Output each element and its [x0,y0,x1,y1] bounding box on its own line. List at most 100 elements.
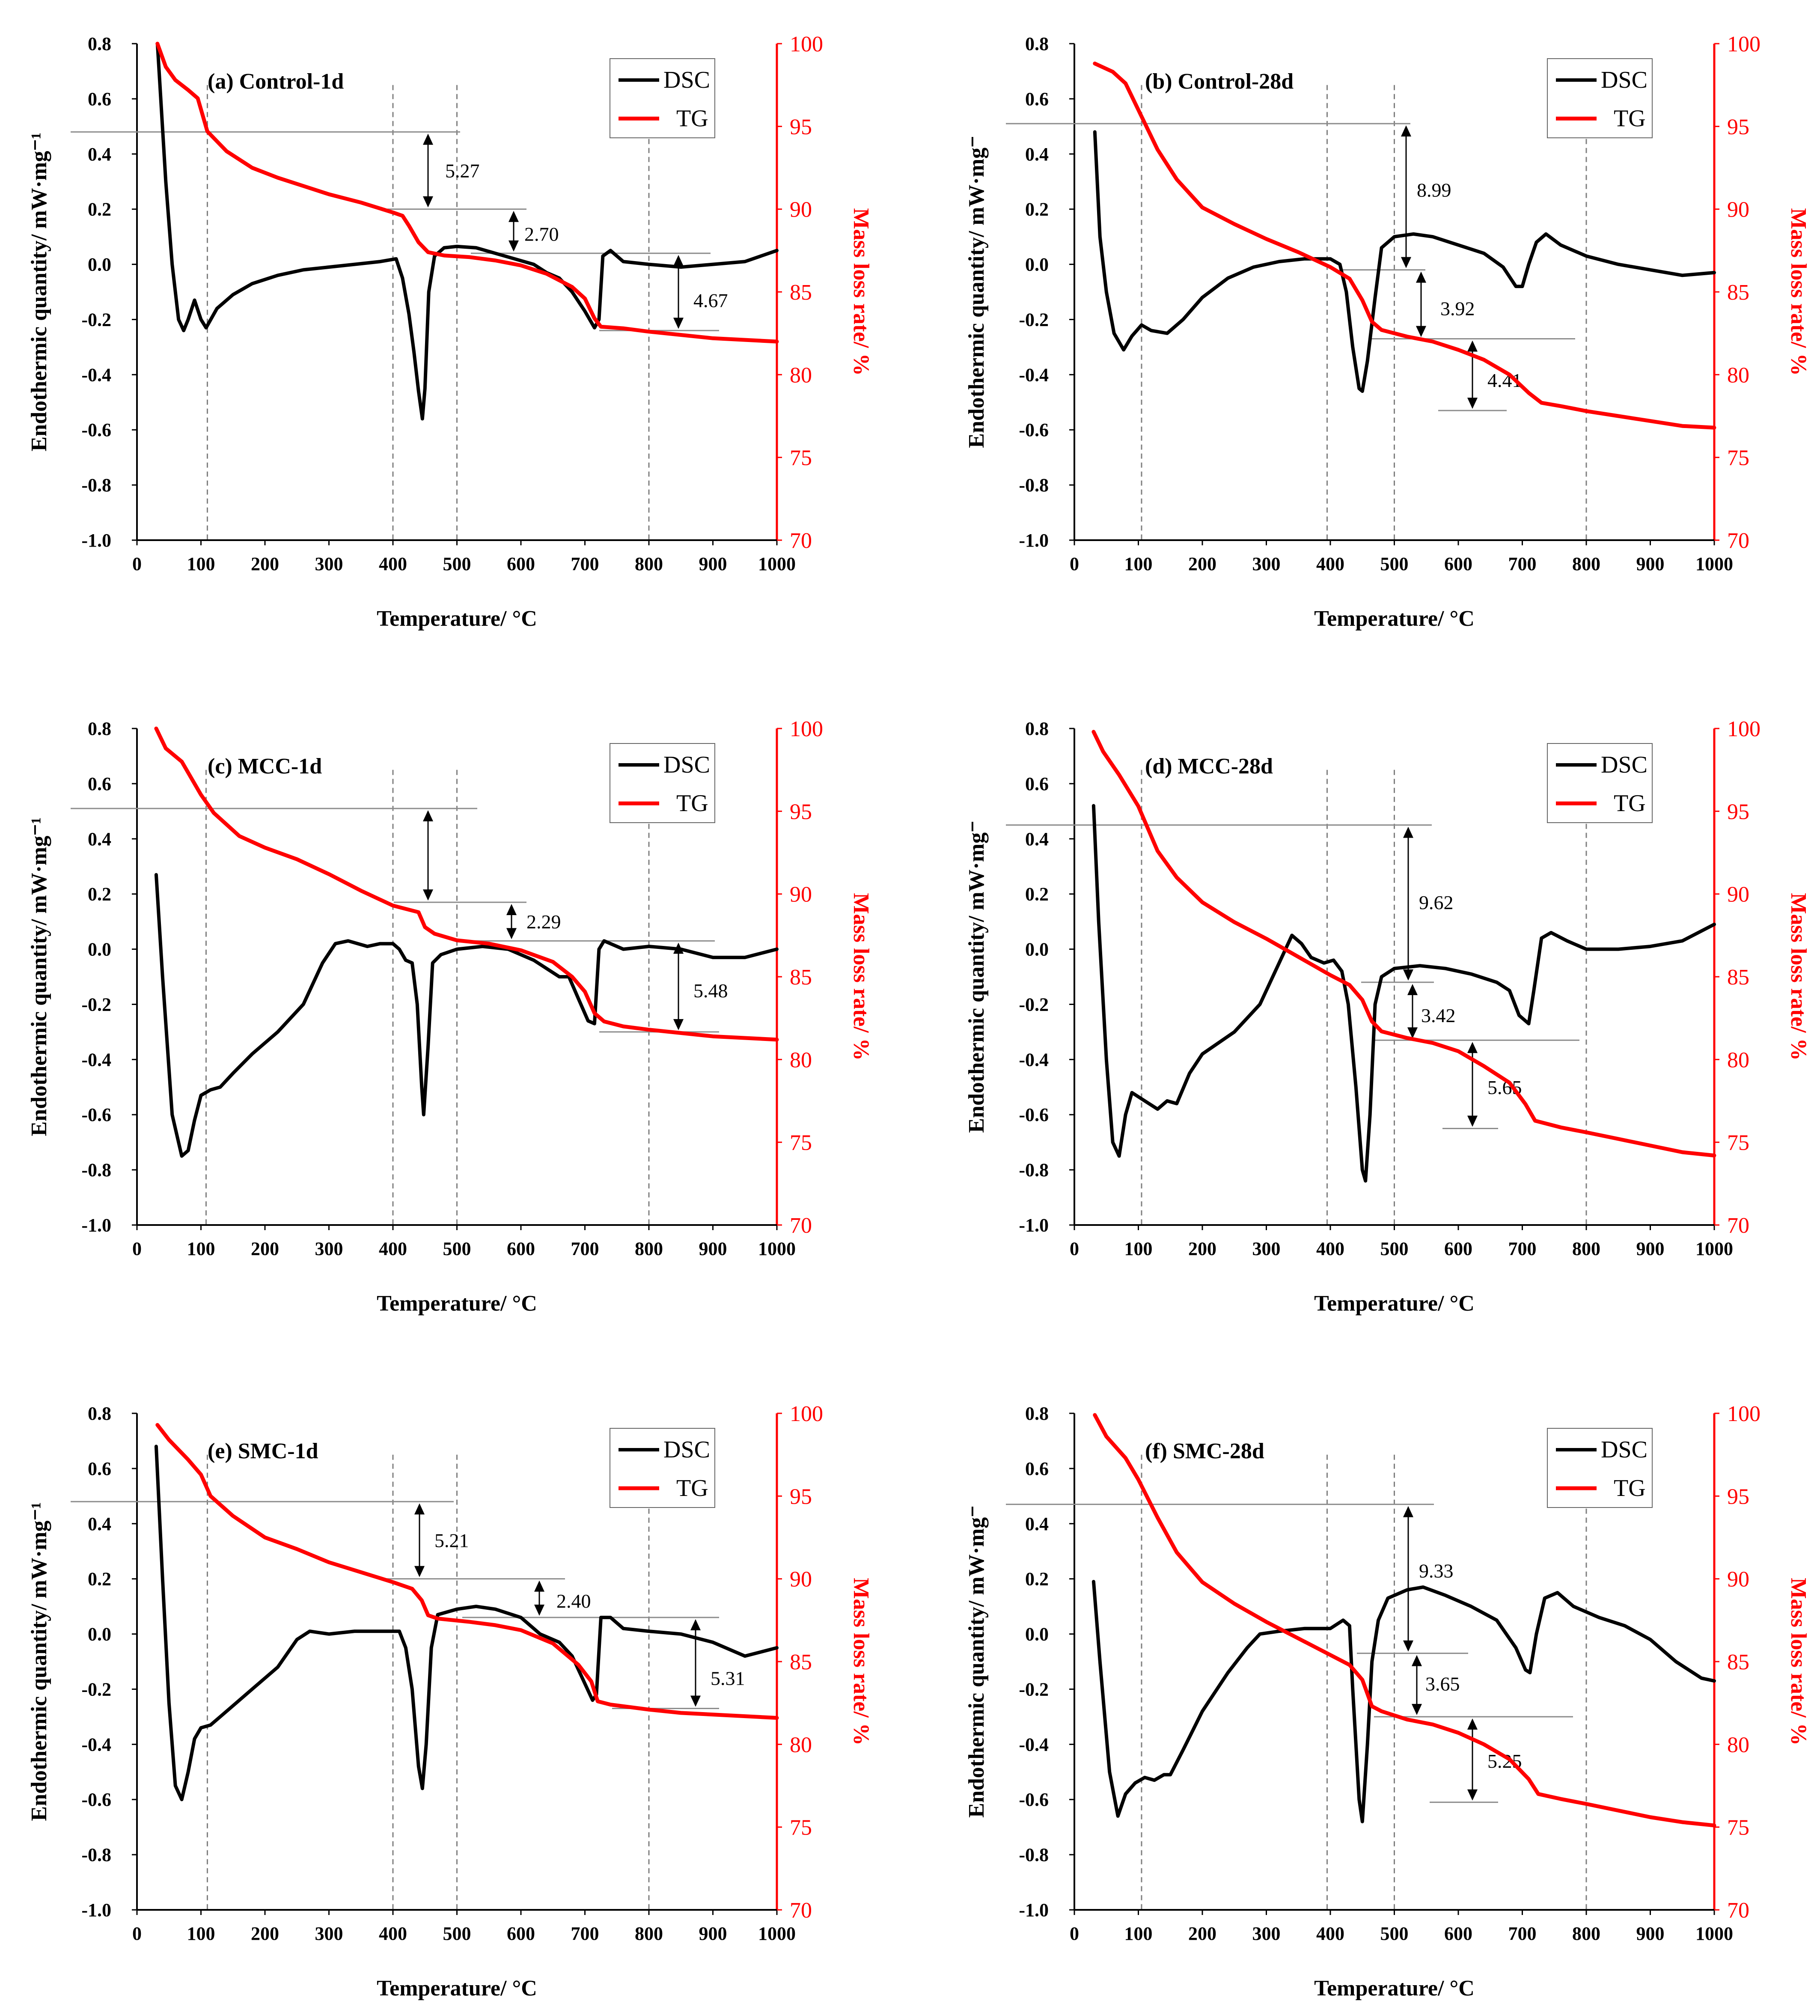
x-tick-label: 800 [635,1238,663,1259]
x-tick-label: 800 [635,1923,663,1944]
arrow-head-up [423,810,433,821]
arrow-head-down [506,928,517,940]
legend-dsc-label: DSC [1601,1436,1648,1463]
dsc-series-line [155,42,779,421]
mass-loss-value-label: 2.70 [524,223,559,245]
mass-loss-value-label: 9.62 [1419,892,1454,913]
y-tick-label: -1.0 [81,1215,111,1236]
x-tick-label: 600 [507,1923,535,1944]
y-tick-label: 0.8 [88,718,111,739]
y2-axis-title: Mass loss rate/ % [1786,208,1811,375]
panel-title: (c) MCC-1d [208,754,322,779]
y2-axis-title: Mass loss rate/ % [849,893,873,1060]
y2-tick-label: 95 [1727,800,1749,824]
y2-tick-label: 85 [1727,965,1749,990]
x-tick-label: 600 [1444,1238,1472,1259]
x-tick-label: 100 [187,553,215,574]
arrow-head-down [423,196,433,208]
y-tick-label: 0.4 [88,829,111,850]
mass-loss-value-label: 5.48 [693,980,728,1002]
arrow-head-up [673,255,684,266]
chart-panel: 0 100 200 300 400 500 600 700 800 900 1000 -1.0 -0.8… [964,1402,1811,2001]
y-tick-label: 0.6 [88,773,111,794]
x-tick-label: 800 [635,553,663,574]
x-tick-label: 100 [1124,553,1153,574]
chart-panel: 0 100 200 300 400 500 600 700 800 900 1000 -1.0 -0.8… [964,717,1811,1316]
x-tick-label: 700 [571,553,599,574]
x-tick-label: 0 [1070,553,1079,574]
y2-tick-label: 85 [790,1650,812,1674]
x-tick-label: 200 [1188,553,1216,574]
legend-dsc-label: DSC [663,67,710,93]
y-tick-label: -1.0 [81,530,111,551]
x-tick-label: 600 [1444,1923,1472,1944]
y2-tick-label: 75 [1727,1131,1749,1155]
legend-tg-label: TG [1614,790,1646,817]
x-tick-label: 1000 [1695,1238,1733,1259]
arrow-head-down [1412,1704,1422,1715]
y2-tick-label: 90 [1727,198,1749,222]
y2-tick-label: 80 [790,1048,812,1072]
x-tick-label: 200 [251,1923,279,1944]
y-tick-label: 0.2 [88,884,111,905]
x-tick-label: 500 [1380,1238,1409,1259]
y-tick-label: 0.0 [1025,1624,1049,1645]
x-axis-title: Temperature/ °C [377,1976,537,2001]
y-tick-label: 0.6 [88,1458,111,1479]
arrow-head-up [1403,827,1413,838]
x-axis-title: Temperature/ °C [1314,1976,1475,2001]
tg-series-line [1091,730,1716,1158]
x-tick-label: 100 [187,1238,215,1259]
x-tick-label: 900 [699,1923,727,1944]
x-tick-label: 200 [1188,1923,1216,1944]
y-tick-label: 0.0 [88,1624,111,1645]
x-tick-label: 100 [1124,1923,1153,1944]
y2-tick-label: 70 [790,529,812,553]
legend-tg-label: TG [676,1475,708,1502]
chart-panel: 0 100 200 300 400 500 600 700 800 900 1000 -1.0 -0.8… [27,717,873,1316]
y2-tick-label: 75 [790,1816,812,1840]
y-tick-label: -0.2 [81,1679,111,1700]
arrow-head-down [1467,398,1478,409]
arrow-head-up [1467,340,1478,352]
x-tick-label: 0 [132,1923,142,1944]
y2-tick-label: 90 [1727,883,1749,907]
y-axis-title: Endothermic quantity/ mW·mg⁻¹ [27,1502,51,1821]
legend-tg-label: TG [1614,1475,1646,1502]
x-tick-label: 100 [187,1923,215,1944]
x-tick-label: 1000 [758,1238,796,1259]
arrow-head-down [1467,1115,1478,1127]
dsc-series-line [154,1445,779,1802]
x-tick-label: 500 [1380,553,1409,574]
legend-box [610,58,715,138]
y-tick-label: 0.4 [88,1513,111,1534]
y2-tick-label: 75 [1727,1816,1749,1840]
y2-tick-label: 70 [1727,1898,1749,1923]
x-tick-label: 0 [132,553,142,574]
x-tick-label: 700 [571,1238,599,1259]
y-tick-label: -1.0 [1019,1900,1049,1921]
y2-tick-label: 80 [790,363,812,387]
y-tick-label: -0.8 [81,1160,111,1180]
y-tick-label: -0.8 [81,1844,111,1865]
y-axis-title: Endothermic quantity/ mW·mg⁻ [964,136,989,448]
y-tick-label: 0.6 [1025,1458,1049,1479]
y-tick-label: 0.0 [1025,254,1049,275]
arrow-head-down [1416,326,1426,337]
x-tick-label: 500 [443,553,471,574]
arrow-head-down [1403,969,1413,981]
x-tick-label: 500 [443,1238,471,1259]
y-tick-label: -0.2 [1019,1679,1049,1700]
dsc-series-line [1093,130,1716,393]
y-tick-label: -0.6 [81,1104,111,1125]
x-tick-label: 700 [1508,1238,1537,1259]
x-axis-title: Temperature/ °C [377,1291,537,1316]
arrow-head-down [690,1695,701,1707]
arrow-head-down [1401,257,1411,268]
arrow-head-up [690,1619,701,1630]
y-tick-label: -1.0 [1019,530,1049,551]
x-tick-label: 200 [251,553,279,574]
panel-title: (a) Control-1d [208,69,344,94]
legend-box [610,743,715,823]
y-tick-label: -0.2 [1019,994,1049,1015]
